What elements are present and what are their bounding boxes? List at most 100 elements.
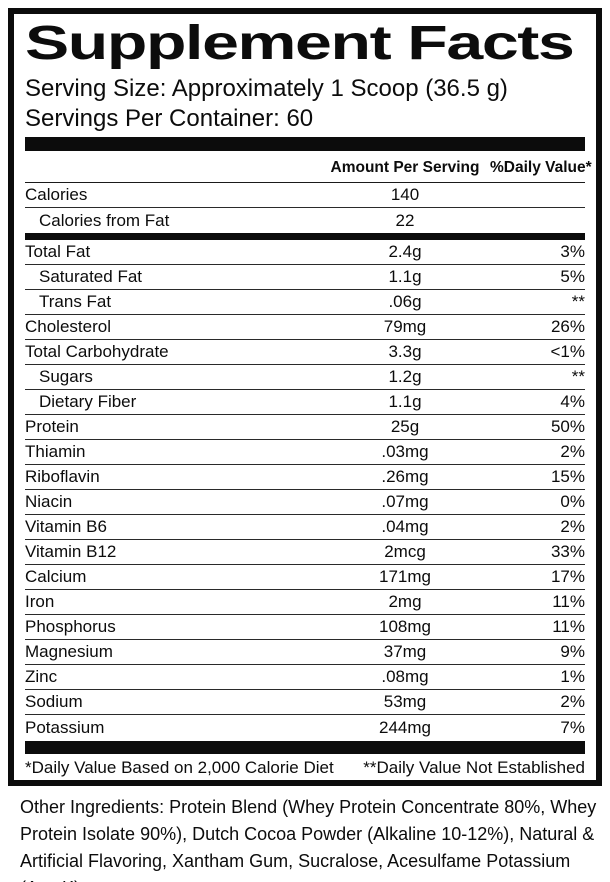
nutrient-name: Thiamin — [25, 442, 86, 461]
nutrient-amount: 2mg — [388, 592, 422, 611]
nutrient-daily-value: 11% — [552, 592, 585, 611]
nutrient-daily-value: 5% — [560, 267, 585, 286]
calorie-row-amount: 22 — [395, 210, 415, 230]
nutrient-amount: .04mg — [381, 517, 429, 536]
nutrient-row: Total Fat 2.4g 3% — [25, 240, 585, 265]
nutrient-row: Cholesterol 79mg 26% — [25, 315, 585, 340]
calorie-row: Calories from Fat 22 — [25, 208, 585, 233]
nutrient-daily-value: ** — [571, 292, 585, 311]
nutrient-amount: 79mg — [383, 317, 427, 336]
calorie-row-name: Calories — [25, 185, 88, 204]
nutrient-row: Phosphorus 108mg 11% — [25, 615, 585, 640]
serving-size-text: Serving Size: Approximately 1 Scoop (36.… — [25, 75, 508, 102]
nutrient-amount: .03mg — [381, 442, 429, 461]
nutrient-name: Magnesium — [25, 642, 113, 661]
calories-section: Calories 140 Calories from Fat 22 — [25, 183, 585, 233]
nutrient-name: Sugars — [39, 367, 93, 386]
nutrient-amount: .07mg — [381, 492, 429, 511]
nutrient-row: Magnesium 37mg 9% — [25, 640, 585, 665]
calorie-row: Calories 140 — [25, 183, 585, 208]
servings-per-container-text: Servings Per Container: 60 — [25, 105, 314, 132]
nutrient-daily-value: 11% — [552, 617, 585, 636]
nutrient-amount: .06g — [388, 292, 422, 311]
nutrient-row: Riboflavin .26mg 15% — [25, 465, 585, 490]
nutrient-name: Vitamin B6 — [25, 517, 107, 536]
nutrient-name: Vitamin B12 — [25, 542, 117, 561]
nutrient-row: Protein 25g 50% — [25, 415, 585, 440]
nutrient-name: Iron — [25, 592, 55, 611]
nutrient-amount: 37mg — [383, 642, 427, 661]
nutrient-name: Trans Fat — [39, 292, 112, 311]
nutrient-row: Total Carbohydrate 3.3g <1% — [25, 340, 585, 365]
column-header-amount: Amount Per Serving — [330, 159, 480, 176]
nutrient-daily-value: 1% — [560, 667, 585, 686]
separator-bar-top — [25, 137, 585, 151]
nutrient-amount: .08mg — [381, 667, 429, 686]
nutrient-name: Dietary Fiber — [39, 392, 137, 411]
nutrient-row: Vitamin B6 .04mg 2% — [25, 515, 585, 540]
nutrient-daily-value: 4% — [560, 392, 585, 411]
nutrient-amount: 1.1g — [388, 392, 422, 411]
nutrient-name: Total Fat — [25, 242, 91, 261]
nutrient-daily-value: 33% — [550, 542, 585, 561]
nutrient-daily-value: <1% — [550, 342, 586, 361]
nutrient-daily-value: 17% — [550, 567, 585, 586]
nutrient-daily-value: 2% — [560, 442, 585, 461]
nutrient-daily-value: 0% — [560, 492, 585, 511]
nutrient-daily-value: ** — [571, 367, 585, 386]
nutrient-amount: 244mg — [379, 717, 431, 737]
nutrient-row: Potassium 244mg 7% — [25, 715, 585, 740]
nutrient-daily-value: 2% — [560, 692, 585, 711]
nutrient-amount: 2.4g — [388, 242, 422, 261]
calorie-row-name: Calories from Fat — [39, 210, 170, 230]
footnotes-row: *Daily Value Based on 2,000 Calorie Diet… — [25, 754, 585, 781]
nutrient-row: Iron 2mg 11% — [25, 590, 585, 615]
nutrient-amount: 1.2g — [388, 367, 422, 386]
nutrient-row: Zinc .08mg 1% — [25, 665, 585, 690]
separator-bar-calories — [25, 233, 585, 240]
nutrient-row: Calcium 171mg 17% — [25, 565, 585, 590]
nutrients-section: Total Fat 2.4g 3% Saturated Fat 1.1g 5% … — [25, 240, 585, 740]
nutrient-daily-value: 26% — [550, 317, 585, 336]
nutrient-amount: .26mg — [381, 467, 429, 486]
nutrient-name: Niacin — [25, 492, 73, 511]
nutrient-name: Potassium — [25, 717, 105, 737]
nutrient-row: Vitamin B12 2mcg 33% — [25, 540, 585, 565]
nutrient-amount: 108mg — [379, 617, 431, 636]
nutrient-row: Trans Fat .06g ** — [25, 290, 585, 315]
supplement-facts-panel: Supplement Facts Serving Size: Approxima… — [8, 8, 602, 786]
nutrient-name: Sodium — [25, 692, 83, 711]
nutrient-name: Protein — [25, 417, 79, 436]
footnote-daily-value-basis: *Daily Value Based on 2,000 Calorie Diet — [25, 757, 334, 777]
nutrient-name: Calcium — [25, 567, 87, 586]
nutrient-row: Thiamin .03mg 2% — [25, 440, 585, 465]
nutrient-amount: 1.1g — [388, 267, 422, 286]
nutrient-daily-value: 15% — [550, 467, 585, 486]
nutrient-daily-value: 50% — [550, 417, 585, 436]
nutrient-name: Cholesterol — [25, 317, 111, 336]
nutrient-amount: 2mcg — [384, 542, 426, 561]
nutrient-row: Dietary Fiber 1.1g 4% — [25, 390, 585, 415]
column-header-row: Amount Per Serving %Daily Value* — [25, 151, 592, 183]
nutrient-daily-value: 7% — [560, 717, 585, 737]
nutrient-name: Riboflavin — [25, 467, 100, 486]
nutrient-name: Phosphorus — [25, 617, 116, 636]
nutrient-amount: 25g — [390, 417, 420, 436]
nutrient-amount: 53mg — [383, 692, 427, 711]
nutrient-row: Sugars 1.2g ** — [25, 365, 585, 390]
nutrient-name: Total Carbohydrate — [25, 342, 169, 361]
nutrient-amount: 171mg — [379, 567, 431, 586]
column-header-daily-value: %Daily Value* — [490, 159, 592, 176]
nutrient-name: Zinc — [25, 667, 58, 686]
nutrient-daily-value: 3% — [560, 242, 585, 261]
separator-bar-bottom — [25, 741, 585, 754]
nutrient-row: Saturated Fat 1.1g 5% — [25, 265, 585, 290]
footnote-not-established: **Daily Value Not Established — [363, 757, 585, 777]
nutrient-daily-value: 9% — [560, 642, 585, 661]
calorie-row-amount: 140 — [390, 185, 420, 204]
nutrient-name: Saturated Fat — [39, 267, 143, 286]
nutrient-amount: 3.3g — [388, 342, 422, 361]
panel-title: Supplement Facts — [25, 17, 575, 70]
nutrient-daily-value: 2% — [560, 517, 585, 536]
